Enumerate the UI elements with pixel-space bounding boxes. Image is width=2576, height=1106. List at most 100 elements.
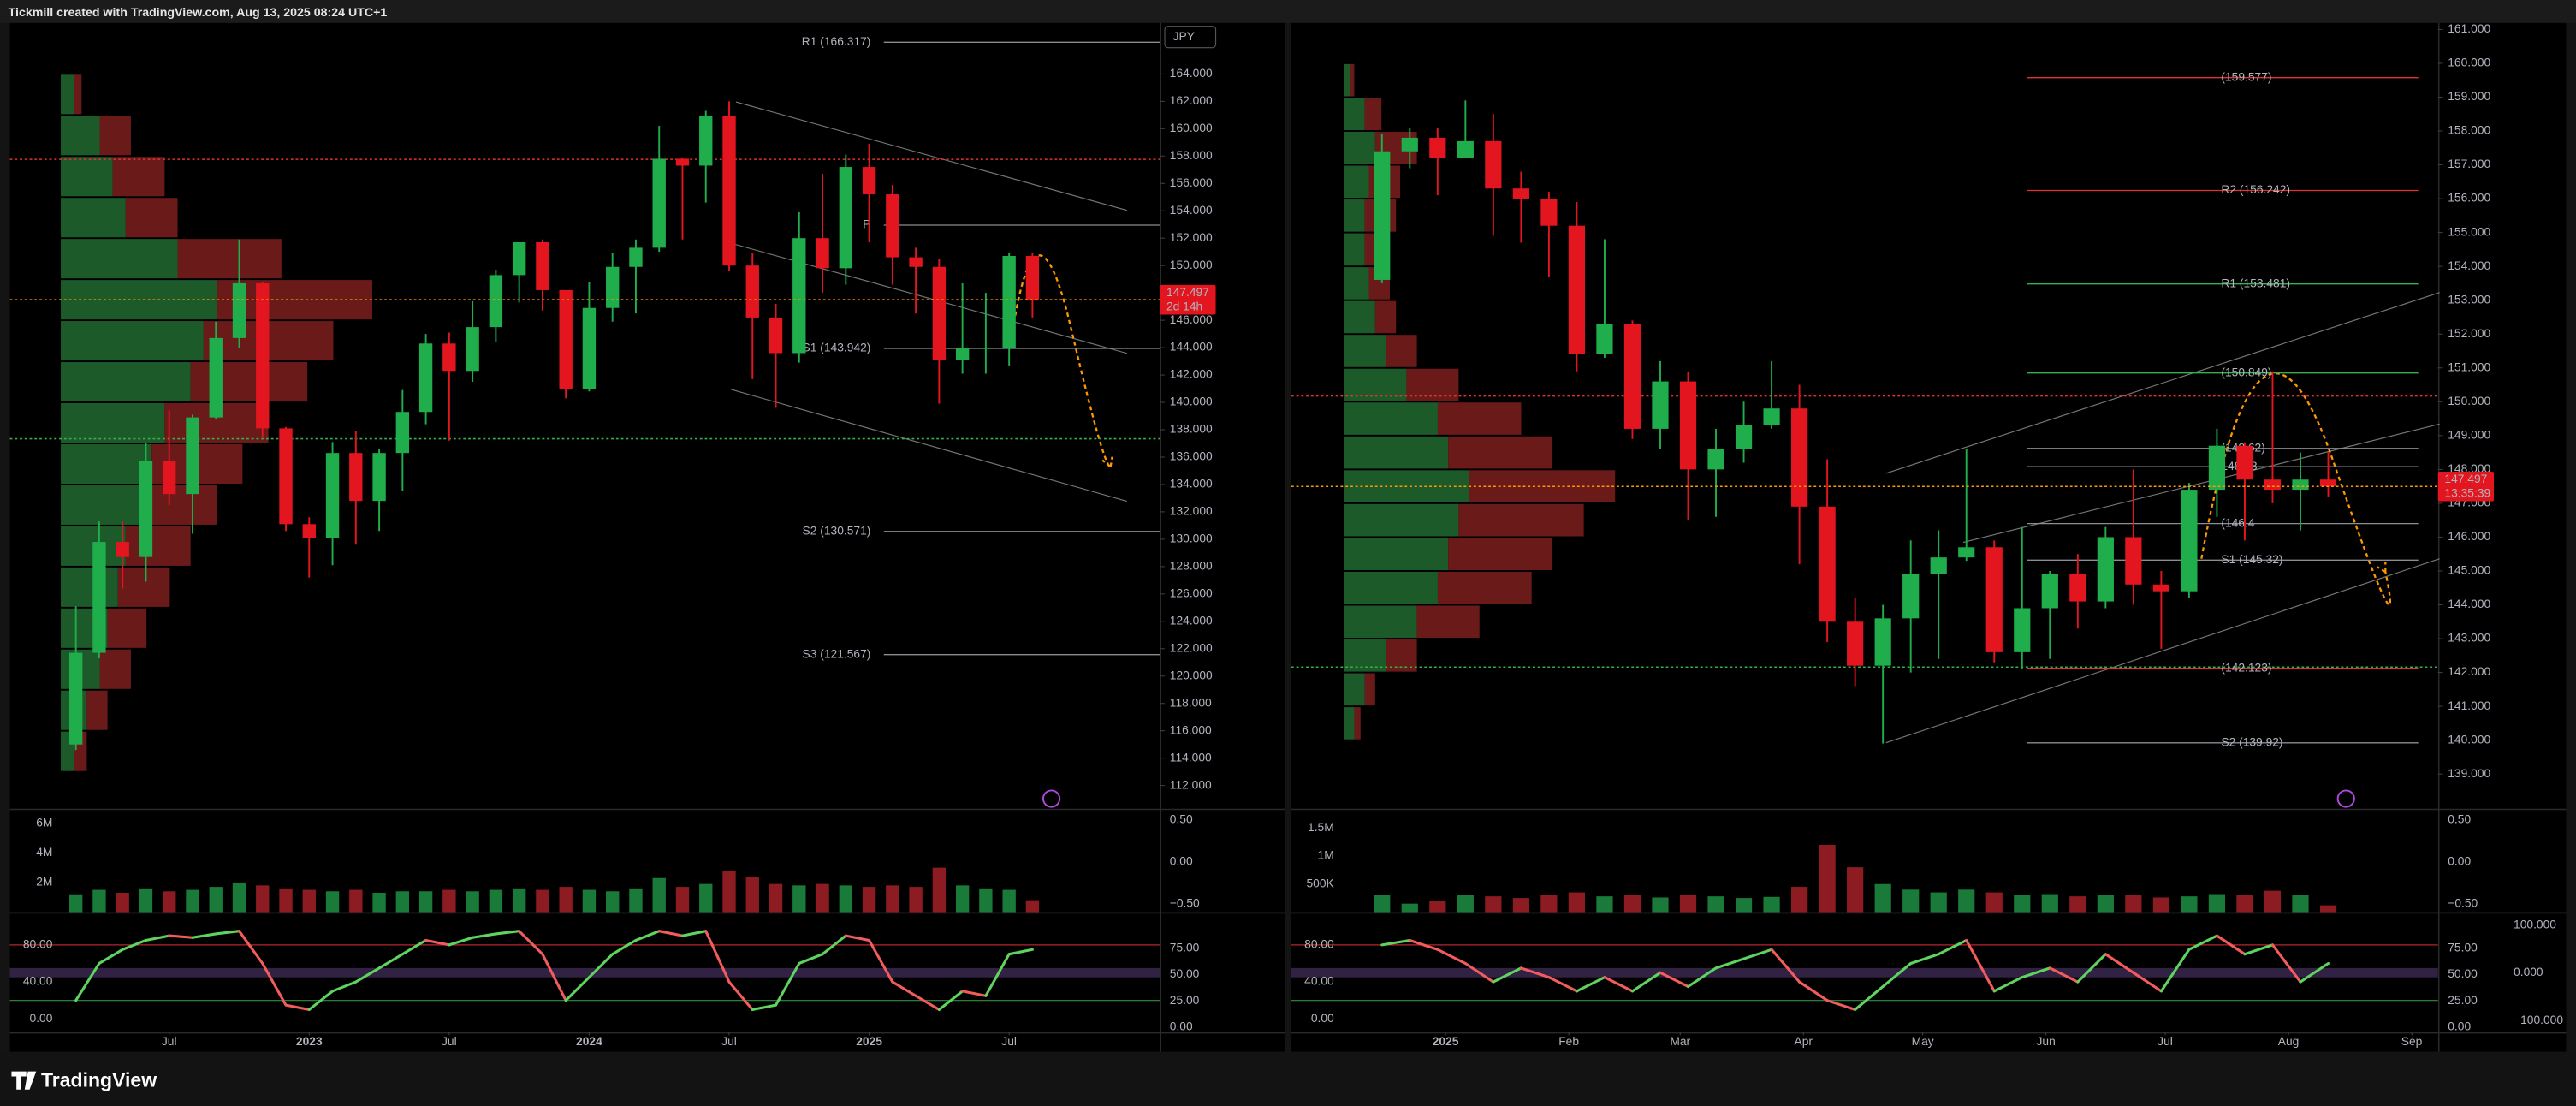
candle-body bbox=[792, 238, 806, 354]
volume-tick-label: 2M bbox=[36, 875, 52, 889]
volume-bar bbox=[1985, 892, 2003, 913]
stoch-tick-label: 40.00 bbox=[1304, 974, 1334, 988]
stoch-segment bbox=[2104, 953, 2135, 974]
stoch-segment bbox=[727, 980, 754, 1012]
x-tick-label: Jul bbox=[2158, 1034, 2173, 1048]
stoch-segment bbox=[98, 948, 124, 966]
stoch-segment bbox=[354, 966, 381, 984]
stoch-segment bbox=[634, 930, 661, 942]
profile-up bbox=[61, 321, 204, 361]
y-tick-label: 112.000 bbox=[1170, 777, 1212, 791]
pivot-label: S1 (143.942) bbox=[803, 341, 871, 354]
stoch-segment bbox=[401, 938, 428, 956]
currency-label: JPY bbox=[1173, 29, 1195, 43]
candle-body bbox=[745, 265, 759, 318]
y-tick-label: 134.000 bbox=[1170, 477, 1213, 491]
volume-bar bbox=[932, 867, 947, 913]
volume-bar bbox=[582, 889, 597, 913]
profile-up bbox=[1344, 639, 1386, 672]
volume-bar bbox=[629, 888, 643, 913]
candle-body bbox=[1374, 151, 1391, 280]
price-tag bbox=[2437, 471, 2495, 502]
candle-body bbox=[232, 282, 246, 338]
stoch-segment bbox=[1380, 938, 1411, 947]
profile-up bbox=[1344, 131, 1375, 164]
stoch-tick-label: 80.00 bbox=[1304, 937, 1334, 951]
y-tick-label: 158.000 bbox=[2448, 123, 2490, 137]
stoch-segment bbox=[2132, 971, 2163, 993]
volume-bar bbox=[1847, 867, 1864, 913]
profile-down bbox=[1350, 63, 1355, 97]
y-tick-label: 143.000 bbox=[2448, 631, 2490, 645]
pivot-label: S2 (130.571) bbox=[803, 523, 871, 537]
stoch-segment bbox=[774, 961, 801, 1007]
stoch-segment bbox=[587, 953, 614, 979]
y-tick-label: 120.000 bbox=[1170, 668, 1213, 681]
profile-down bbox=[1437, 571, 1532, 604]
candle-body bbox=[1512, 188, 1529, 199]
volume-bar bbox=[862, 887, 876, 913]
candle-body bbox=[536, 241, 549, 290]
stoch-segment bbox=[1686, 966, 1718, 989]
x-tick-label: Jul bbox=[162, 1034, 177, 1048]
stoch-segment bbox=[2159, 948, 2191, 993]
stoch-segment bbox=[331, 980, 358, 993]
stoch-segment bbox=[1436, 948, 1467, 966]
y-tick-label: 157.000 bbox=[2448, 157, 2490, 170]
volume-tick-label: 1M bbox=[1318, 848, 1334, 862]
volume-bar bbox=[955, 885, 970, 913]
y-tick-label: 146.000 bbox=[1170, 312, 1213, 326]
stoch-y2-label: 25.00 bbox=[2448, 993, 2478, 1007]
volume-bar bbox=[418, 891, 433, 913]
volume-bar bbox=[1623, 895, 1641, 913]
profile-up bbox=[61, 157, 113, 197]
stoch-segment bbox=[518, 930, 544, 956]
stoch-segment bbox=[680, 930, 708, 937]
candle-body bbox=[116, 542, 129, 557]
volume-bar bbox=[1568, 892, 1586, 913]
candle-body bbox=[979, 348, 993, 349]
volume-bar bbox=[1958, 889, 1975, 913]
candle-body bbox=[1485, 140, 1502, 189]
volume-bar bbox=[652, 877, 666, 913]
x-tick-label: Jul bbox=[442, 1034, 457, 1048]
candle-body bbox=[1596, 324, 1613, 354]
stoch-segment bbox=[1547, 976, 1578, 993]
stoch-segment bbox=[1854, 984, 1885, 1012]
candle-body bbox=[839, 167, 852, 269]
y-tick-label: 151.000 bbox=[2448, 360, 2490, 373]
volume-y2-label: 0.00 bbox=[1170, 854, 1193, 868]
y-tick-label: 128.000 bbox=[1170, 559, 1213, 573]
y-tick-label: 156.000 bbox=[2448, 191, 2490, 205]
stoch-segment bbox=[121, 938, 147, 951]
stoch-segment bbox=[448, 936, 474, 947]
x-tick-label: 2025 bbox=[1433, 1034, 1459, 1048]
volume-bar bbox=[1512, 898, 1529, 913]
stoch-segment bbox=[1519, 966, 1551, 979]
stoch-segment bbox=[74, 961, 101, 1002]
profile-down bbox=[112, 157, 165, 197]
volume-bar bbox=[769, 883, 783, 913]
candle-body bbox=[1002, 255, 1016, 348]
pivot-label: S1 (145.32) bbox=[2221, 552, 2282, 566]
profile-up bbox=[61, 567, 118, 607]
volume-bar bbox=[92, 889, 106, 913]
stoch-segment bbox=[1909, 953, 1940, 966]
top-bar bbox=[0, 0, 2576, 23]
volume-bar bbox=[1819, 844, 1836, 913]
stoch-segment bbox=[284, 1003, 311, 1012]
candle-body bbox=[1819, 506, 1836, 622]
volume-bar bbox=[512, 888, 526, 913]
volume-bar bbox=[372, 893, 386, 913]
y-tick-label: 149.000 bbox=[2448, 427, 2490, 441]
stoch-segment bbox=[1965, 938, 1996, 993]
stoch-segment bbox=[1992, 976, 2024, 993]
alert-icons[interactable] bbox=[1042, 789, 2355, 808]
footer-brand: TradingView bbox=[41, 1068, 157, 1091]
x-tick-label: 2024 bbox=[576, 1034, 602, 1048]
stoch-segment bbox=[611, 938, 638, 956]
profile-up bbox=[61, 198, 126, 238]
candle-body bbox=[139, 461, 153, 557]
volume-bar bbox=[1002, 889, 1016, 913]
y-tick-label: 154.000 bbox=[1170, 203, 1213, 217]
